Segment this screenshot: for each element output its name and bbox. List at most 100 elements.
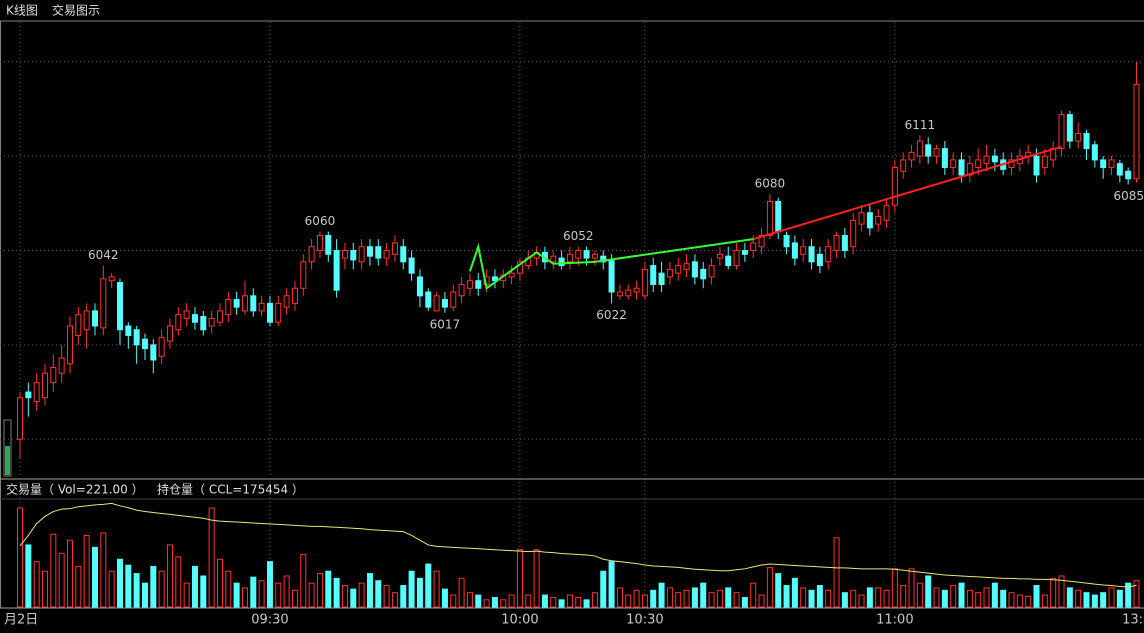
volume-bar bbox=[300, 554, 307, 608]
volume-bar bbox=[591, 592, 598, 608]
candle-body bbox=[433, 295, 440, 312]
candle-body bbox=[800, 246, 807, 255]
candle-body bbox=[266, 302, 273, 323]
candle-body bbox=[641, 268, 648, 297]
candle-body bbox=[233, 299, 240, 308]
tab-kline[interactable]: K线图 bbox=[6, 4, 38, 18]
candle-body bbox=[116, 282, 123, 331]
candle-body bbox=[550, 255, 557, 263]
volume-bar bbox=[533, 549, 540, 608]
candle-body bbox=[400, 246, 407, 263]
candle-body bbox=[425, 291, 432, 308]
volume-bar bbox=[41, 570, 48, 608]
trend-line bbox=[752, 145, 1062, 241]
candle-body bbox=[66, 325, 73, 365]
volume-bar bbox=[1083, 592, 1090, 608]
candle-body bbox=[708, 265, 715, 278]
volume-bar bbox=[266, 561, 273, 608]
volume-bar bbox=[1025, 595, 1032, 608]
candle-body bbox=[158, 336, 165, 357]
volume-bar bbox=[700, 582, 707, 608]
x-tick-label: 10:00 bbox=[501, 613, 538, 628]
volume-bar bbox=[91, 546, 98, 608]
volume-bar bbox=[558, 599, 565, 608]
candle-body bbox=[616, 291, 623, 297]
volume-bar bbox=[491, 596, 498, 608]
volume-bar bbox=[425, 563, 432, 608]
candle-body bbox=[283, 295, 290, 308]
candle-body bbox=[891, 166, 898, 206]
volume-bar bbox=[308, 582, 315, 608]
volume-bar bbox=[408, 570, 415, 608]
candle-body bbox=[408, 257, 415, 274]
candle-body bbox=[816, 253, 823, 267]
candle-body bbox=[208, 317, 215, 327]
gauge-fill bbox=[5, 446, 10, 475]
candle-body bbox=[1125, 170, 1132, 180]
gauge bbox=[3, 419, 12, 477]
candle-body bbox=[358, 246, 365, 263]
candle-body bbox=[675, 265, 682, 274]
x-tick-label: 10:30 bbox=[626, 613, 663, 628]
volume-bar bbox=[466, 592, 473, 608]
volume-bar bbox=[16, 507, 23, 608]
x-tick-label: 13: bbox=[1122, 613, 1143, 628]
volume-bar bbox=[375, 580, 382, 608]
volume-bar bbox=[1116, 589, 1123, 608]
candle-body bbox=[883, 204, 890, 221]
candle-body bbox=[650, 265, 657, 285]
volume-bar bbox=[1058, 575, 1065, 608]
candle-body bbox=[925, 144, 932, 157]
volume-bar bbox=[966, 589, 973, 608]
candle-body bbox=[1133, 83, 1140, 180]
volume-bar bbox=[991, 582, 998, 608]
volume-bar bbox=[358, 582, 365, 608]
candle-body bbox=[608, 259, 615, 293]
candle-body bbox=[166, 325, 173, 342]
candle-body bbox=[150, 344, 157, 361]
volume-bar bbox=[475, 594, 482, 608]
candle-body bbox=[91, 310, 98, 327]
volume-bar bbox=[1100, 592, 1107, 608]
volume-bar bbox=[108, 570, 115, 608]
volume-bar bbox=[1108, 587, 1115, 608]
oi-header: 持仓量（ CCL=175454 ） bbox=[157, 482, 304, 497]
volume-bar bbox=[916, 582, 923, 608]
volume-bar bbox=[941, 589, 948, 608]
candle-body bbox=[75, 314, 82, 336]
candle-body bbox=[1033, 155, 1040, 176]
candle-body bbox=[791, 242, 798, 259]
volume-bar bbox=[633, 589, 640, 608]
candle-body bbox=[1116, 163, 1123, 176]
volume-bar bbox=[1066, 587, 1073, 608]
volume-bar bbox=[583, 599, 590, 608]
candle-body bbox=[450, 291, 457, 308]
tab-trade-diagram[interactable]: 交易图示 bbox=[52, 3, 100, 18]
volume-bar bbox=[950, 585, 957, 608]
candle-body bbox=[258, 302, 265, 312]
candle-body bbox=[300, 261, 307, 289]
candle-body bbox=[16, 397, 23, 440]
volume-bar bbox=[1033, 585, 1040, 608]
candle-body bbox=[566, 253, 573, 263]
volume-bar bbox=[233, 582, 240, 608]
candle-body bbox=[741, 250, 748, 255]
candle-body bbox=[900, 159, 907, 172]
volume-bar bbox=[900, 585, 907, 608]
candle-body bbox=[441, 299, 448, 308]
volume-bar bbox=[541, 594, 548, 608]
candle-body bbox=[1075, 132, 1082, 142]
volume-bar bbox=[1000, 589, 1007, 608]
volume-bar bbox=[866, 587, 873, 608]
extreme-label: 6080 bbox=[755, 176, 786, 190]
candle-body bbox=[733, 250, 740, 267]
volume-bar bbox=[1091, 594, 1098, 608]
volume-bar bbox=[716, 589, 723, 608]
candle-body bbox=[716, 253, 723, 259]
candle-body bbox=[341, 250, 348, 259]
candle-body bbox=[125, 325, 132, 336]
candle-body bbox=[1066, 114, 1073, 142]
volume-bar bbox=[508, 594, 515, 608]
